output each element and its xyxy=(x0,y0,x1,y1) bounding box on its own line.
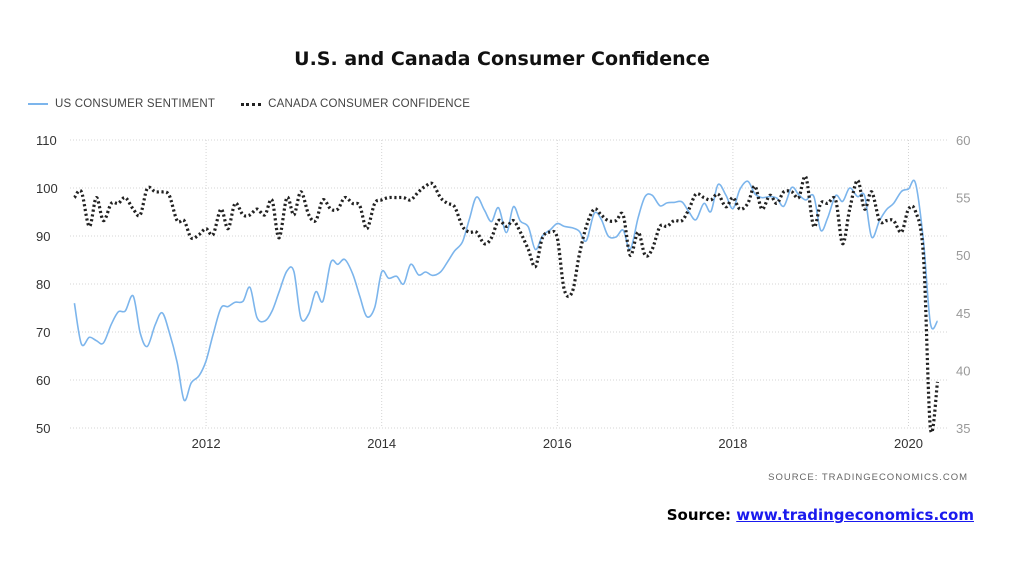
x-axis-tick-label: 2020 xyxy=(894,436,923,451)
legend-item-us[interactable]: US CONSUMER SENTIMENT xyxy=(28,98,215,110)
y-axis-right-tick-label: 40 xyxy=(956,363,970,378)
series-line-canada-consumer-confidence xyxy=(73,174,940,434)
legend-swatch-dotted-icon xyxy=(241,102,262,106)
source-link[interactable]: www.tradingeconomics.com xyxy=(736,506,974,524)
y-axis-left-tick-label: 90 xyxy=(36,229,50,244)
y-axis-left-tick-label: 60 xyxy=(36,373,50,388)
chart-title: U.S. and Canada Consumer Confidence xyxy=(294,48,710,70)
legend-label-canada: CANADA CONSUMER CONFIDENCE xyxy=(268,98,471,110)
y-axis-left-tick-label: 80 xyxy=(36,277,50,292)
series-line-us-consumer-sentiment xyxy=(73,179,939,402)
legend-label-us: US CONSUMER SENTIMENT xyxy=(55,98,216,110)
y-axis-right-tick-label: 45 xyxy=(956,306,970,321)
x-axis-tick-label: 2018 xyxy=(718,436,747,451)
y-axis-right-tick-label: 60 xyxy=(956,133,970,148)
x-axis-tick-label: 2016 xyxy=(543,436,572,451)
y-axis-right-tick-label: 55 xyxy=(956,191,970,206)
source-attribution-small: SOURCE: TRADINGECONOMICS.COM xyxy=(768,472,968,483)
y-axis-left-tick-label: 50 xyxy=(36,421,50,436)
y-axis-left-tick-label: 110 xyxy=(36,133,57,148)
y-axis-left-tick-label: 100 xyxy=(36,181,58,196)
chart-legend: US CONSUMER SENTIMENT CANADA CONSUMER CO… xyxy=(28,96,496,112)
x-axis-tick-label: 2014 xyxy=(367,436,396,451)
x-axis-tick-label: 2012 xyxy=(192,436,221,451)
y-axis-right-tick-label: 35 xyxy=(956,421,970,436)
legend-item-canada[interactable]: CANADA CONSUMER CONFIDENCE xyxy=(241,98,470,110)
source-prefix: Source: xyxy=(666,506,737,524)
legend-swatch-solid-icon xyxy=(28,103,48,105)
y-axis-right-tick-label: 50 xyxy=(956,248,970,263)
source-line: Source: www.tradingeconomics.com xyxy=(667,506,974,524)
y-axis-left-tick-label: 70 xyxy=(36,325,50,340)
